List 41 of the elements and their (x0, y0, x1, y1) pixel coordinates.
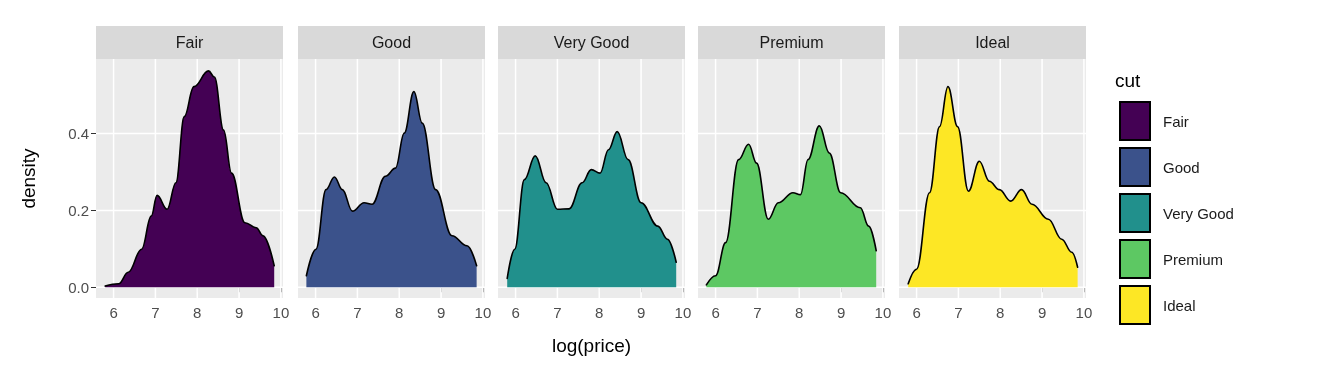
x-tick-label: 6 (912, 304, 921, 321)
x-tick-label: 10 (874, 304, 892, 321)
x-tick-label: 6 (711, 304, 720, 321)
x-tick-label: 6 (511, 304, 520, 321)
x-tick-label: 6 (109, 304, 118, 321)
text: Very Good (1163, 204, 1234, 222)
x-tick-label: 9 (636, 304, 646, 321)
x-tick-label: 8 (996, 304, 1005, 321)
x-tick-label: 7 (753, 304, 762, 321)
chart-title: Ideal (899, 26, 1086, 59)
x-tick-label: 8 (795, 304, 804, 321)
text: Good (1163, 158, 1200, 176)
chart-title: Premium (698, 26, 885, 59)
x-tick-label: 10 (474, 304, 492, 321)
legend-title: cut (1115, 70, 1142, 92)
text: Premium (1163, 250, 1224, 268)
chart-title: Fair (96, 26, 283, 59)
x-tick-label: 7 (353, 304, 362, 321)
x-tick-label: 8 (193, 304, 202, 321)
x-axis-title: log(price) (551, 335, 632, 356)
y-tick-label: 0.2 (68, 201, 89, 219)
y-tick-label: 0.0 (68, 278, 89, 296)
x-tick-label: 9 (234, 304, 244, 321)
x-tick-label: 10 (674, 304, 692, 321)
x-tick-label: 6 (311, 304, 320, 321)
x-tick-label: 7 (151, 304, 160, 321)
x-tick-label: 10 (1075, 304, 1093, 321)
text: Fair (1163, 112, 1189, 130)
x-tick-label: 7 (553, 304, 562, 321)
text: Ideal (1163, 296, 1196, 314)
x-tick-label: 9 (1037, 304, 1047, 321)
chart-title: Good (298, 26, 485, 59)
x-tick-label: 10 (272, 304, 290, 321)
x-tick-label: 8 (395, 304, 404, 321)
x-tick-label: 9 (436, 304, 446, 321)
chart-title: Very Good (498, 26, 685, 59)
y-axis-title: density (18, 147, 39, 209)
x-tick-label: 8 (595, 304, 604, 321)
x-tick-label: 7 (954, 304, 963, 321)
y-tick-label: 0.4 (68, 125, 89, 143)
x-tick-label: 9 (836, 304, 846, 321)
